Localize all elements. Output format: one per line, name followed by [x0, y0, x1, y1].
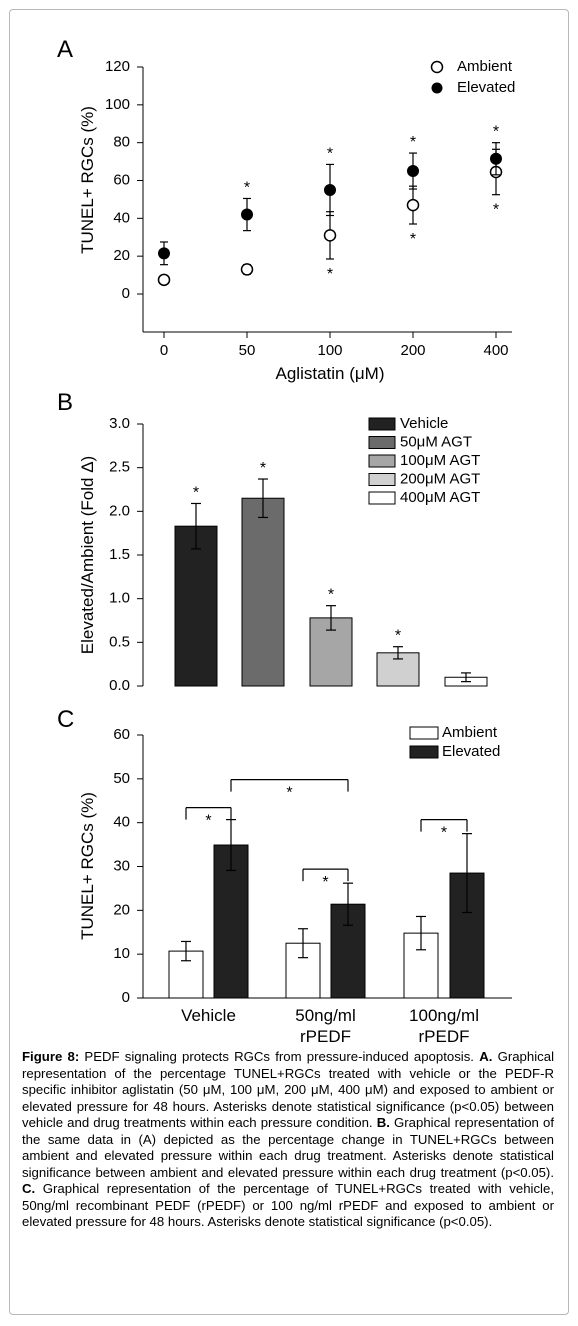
panel-b-legend-swatch [368, 491, 396, 505]
panel-b-legend-label: 200μM AGT [400, 470, 480, 487]
panel-a-y-tick-label: 40 [113, 209, 130, 226]
panel-c-x-tick-label: rPEDF [419, 1027, 470, 1045]
panel-a-y-tick-label: 0 [122, 285, 130, 302]
panel-c-y-tick-label: 10 [113, 945, 130, 962]
panel-a-label: A [57, 36, 73, 63]
panel-a-x-tick-label: 0 [160, 342, 168, 359]
panel-b-y-tick-label: 1.0 [109, 590, 130, 607]
caption-a-label: A. [479, 1049, 493, 1064]
caption-b-label: B. [376, 1115, 390, 1130]
panel-a-ambient-point [157, 273, 171, 287]
panel-a-ambient-significance: * [493, 202, 499, 219]
panel-b-significance: * [193, 484, 199, 501]
caption-a-text: Graphical representation of the percenta… [22, 1049, 555, 1130]
panel-b-y-tick-label: 2.0 [109, 502, 130, 519]
panel-c-x-tick-label: rPEDF [300, 1027, 351, 1045]
panel-b-significance: * [328, 587, 334, 604]
panel-a-elevated-significance: * [493, 124, 499, 141]
caption-figure-label: Figure 8: [22, 1049, 80, 1064]
panel-a-y-tick-label: 80 [113, 134, 130, 151]
caption-c-label: C. [22, 1181, 36, 1196]
panel-b-y-tick-label: 0.5 [109, 633, 130, 650]
panel-a-ambient-point [323, 229, 337, 242]
panel-b-legend-label: Vehicle [400, 415, 448, 432]
panel-c-y-tick-label: 20 [113, 901, 130, 918]
panel-a-x-tick-label: 100 [317, 342, 342, 359]
panel-c-y-tick-label: 50 [113, 770, 130, 787]
panel-a-legend-ambient-label: Ambient [457, 58, 513, 75]
panel-b-y-axis-label: Elevated/Ambient (Fold Δ) [78, 456, 97, 654]
panel-a-y-tick-label: 20 [113, 247, 130, 264]
panel-c-y-tick-label: 40 [113, 814, 130, 831]
panel-a-y-tick-label: 60 [113, 171, 130, 188]
panel-b-legend-label: 50μM AGT [400, 433, 472, 450]
panel-b-significance: * [260, 460, 266, 477]
panel-c-x-tick-label: 50ng/ml [295, 1006, 355, 1025]
panel-c-y-tick-label: 0 [122, 989, 130, 1006]
panel-a-elevated-point [158, 247, 170, 260]
panel-c-label: C [57, 706, 74, 733]
panel-c-legend-label: Elevated [442, 743, 500, 760]
panel-a-elevated-significance: * [244, 179, 250, 196]
caption-b-text: Graphical representation of the same dat… [22, 1115, 555, 1180]
panel-a-elevated-point [407, 165, 419, 178]
panel-b-legend-swatch [368, 417, 396, 431]
panel-a-x-tick-label: 200 [400, 342, 425, 359]
panel-a-x-tick-label: 400 [483, 342, 508, 359]
panel-c-significance-star: * [205, 813, 211, 830]
panel-a-elevated-point [241, 208, 253, 221]
panel-c-legend-label: Ambient [442, 724, 498, 741]
figure-caption: Figure 8: PEDF signaling protects RGCs f… [22, 1049, 554, 1231]
panel-c-legend-swatch [409, 726, 439, 740]
panel-b-y-tick-label: 0.0 [109, 677, 130, 694]
panel-a-x-tick-label: 50 [239, 342, 256, 359]
panel-b-y-tick-label: 3.0 [109, 415, 130, 432]
panel-c-legend-swatch [409, 745, 439, 759]
panel-c-significance-star: * [286, 785, 292, 802]
panel-a-elevated-point [490, 152, 502, 165]
panel-a-ambient-point [240, 263, 254, 276]
panel-b-legend-swatch [368, 454, 396, 468]
panel-c-significance-star: * [322, 874, 328, 891]
panel-a-elevated-significance: * [327, 145, 333, 162]
figure-frame [9, 9, 569, 1315]
panel-b-y-tick-label: 2.5 [109, 459, 130, 476]
panel-c-x-tick-label: 100ng/ml [409, 1006, 479, 1025]
panel-c-significance-star: * [441, 825, 447, 842]
panel-b-bar [174, 525, 218, 687]
panel-b-legend-label: 100μM AGT [400, 452, 480, 469]
panel-a-ambient-significance: * [410, 231, 416, 248]
panel-a-y-axis-label: TUNEL+ RGCs (%) [78, 106, 97, 254]
panel-a-ambient-point [406, 198, 420, 212]
panel-a-legend-elevated-label: Elevated [457, 79, 515, 96]
panel-c-y-tick-label: 30 [113, 857, 130, 874]
caption-title: PEDF signaling protects RGCs from pressu… [79, 1049, 474, 1064]
panel-a-legend-elevated-marker [431, 82, 443, 94]
panel-a-y-tick-label: 120 [105, 58, 130, 75]
panel-a-elevated-point [324, 183, 336, 196]
panel-a-legend-ambient-marker [430, 60, 444, 74]
panel-b-label: B [57, 389, 73, 416]
panel-b-bar [241, 497, 285, 687]
panel-b-y-tick-label: 1.5 [109, 546, 130, 563]
panel-a-ambient-significance: * [327, 266, 333, 283]
panel-c-x-tick-label: Vehicle [181, 1006, 236, 1025]
panel-b-legend-swatch [368, 436, 396, 449]
panel-a-x-axis-label: Aglistatin (μM) [276, 364, 385, 383]
panel-b-legend-swatch [368, 473, 396, 486]
panel-b-significance: * [395, 628, 401, 645]
caption-c-text: Graphical representation of the percenta… [22, 1181, 554, 1229]
panel-a-y-tick-label: 100 [105, 96, 130, 113]
panel-c-y-tick-label: 60 [113, 726, 130, 743]
panel-a-elevated-significance: * [410, 134, 416, 151]
panel-b-legend-label: 400μM AGT [400, 489, 480, 506]
panel-c-y-axis-label: TUNEL+ RGCs (%) [78, 792, 97, 940]
